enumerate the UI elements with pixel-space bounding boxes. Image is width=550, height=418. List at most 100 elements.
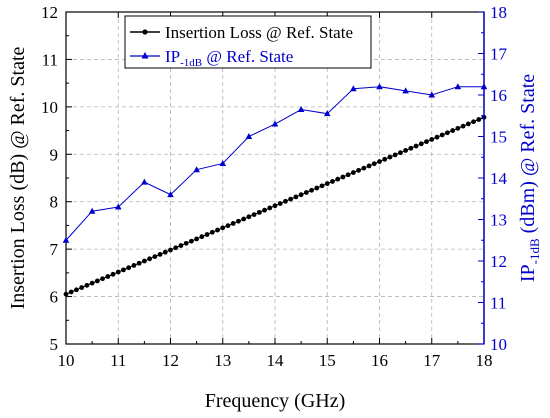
insertion-loss-point xyxy=(194,236,200,242)
insertion-loss-point xyxy=(319,183,325,189)
x-tick-label: 12 xyxy=(162,351,179,370)
ip1db-point xyxy=(297,106,305,113)
insertion-loss-point xyxy=(277,201,283,206)
y-right-tick-label: 13 xyxy=(490,211,507,230)
insertion-loss-point xyxy=(398,150,403,156)
legend-marker-ip1db xyxy=(141,52,149,59)
grid xyxy=(66,12,484,344)
insertion-loss-point xyxy=(382,156,388,162)
insertion-loss-point xyxy=(84,282,90,288)
series-layer xyxy=(62,83,488,297)
insertion-loss-point xyxy=(476,117,482,122)
insertion-loss-point xyxy=(345,172,351,178)
ip1db-point xyxy=(219,159,227,166)
insertion-loss-point xyxy=(215,227,220,233)
insertion-loss-point xyxy=(413,143,419,149)
insertion-loss-point xyxy=(131,263,137,268)
legend-marker-insertion-loss xyxy=(142,29,148,35)
legend-box xyxy=(124,15,372,69)
ip1db-point xyxy=(88,207,96,214)
y-right-tick-label: 10 xyxy=(490,335,507,354)
x-tick-label: 18 xyxy=(476,351,493,370)
y-axis-right-title-prefix: IP xyxy=(517,264,539,282)
ip1db-point xyxy=(271,120,279,127)
insertion-loss-point xyxy=(157,251,163,257)
insertion-loss-point xyxy=(209,229,215,235)
y-left-tick-label: 5 xyxy=(50,335,59,354)
insertion-loss-point xyxy=(350,170,356,175)
x-axis-title: Frequency (GHz) xyxy=(205,390,346,412)
insertion-loss-point xyxy=(256,209,262,215)
insertion-loss-point xyxy=(418,141,424,147)
insertion-loss-point xyxy=(162,249,168,255)
x-tick-label: 13 xyxy=(214,351,231,370)
insertion-loss-point xyxy=(377,159,382,164)
insertion-loss-point xyxy=(141,258,147,264)
insertion-loss-point xyxy=(293,194,299,200)
y-left-tick-label: 7 xyxy=(50,240,59,259)
insertion-loss-point xyxy=(408,145,414,151)
insertion-loss-point xyxy=(147,256,153,262)
axes: 10 11 12 13 14 15 16 17 18 5 6 7 8 9 10 11 12 10 11 12 13 14 1… xyxy=(41,3,508,370)
y-left-tick-label: 10 xyxy=(41,98,58,117)
ip1db-point xyxy=(454,83,462,90)
insertion-loss-point xyxy=(68,289,74,295)
insertion-loss-point xyxy=(79,285,85,290)
y-right-tick-label: 15 xyxy=(490,128,507,147)
insertion-loss-point xyxy=(309,187,314,193)
insertion-loss-point xyxy=(371,161,377,167)
insertion-loss-point xyxy=(89,280,95,286)
y-right-tick-label: 18 xyxy=(490,3,507,22)
legend-label-ip1db-sub: -1dB xyxy=(180,57,202,69)
insertion-loss-point xyxy=(356,167,361,173)
insertion-loss-point xyxy=(303,190,309,195)
insertion-loss-point xyxy=(267,205,273,211)
insertion-loss-point xyxy=(283,198,288,204)
insertion-loss-point xyxy=(471,119,476,125)
insertion-loss-point xyxy=(168,247,173,253)
ip1db-point xyxy=(167,191,174,198)
insertion-loss-point xyxy=(110,271,116,277)
y-left-tick-label: 6 xyxy=(50,288,59,307)
insertion-loss-point xyxy=(429,137,435,142)
x-tick-label: 11 xyxy=(110,351,126,370)
insertion-loss-point xyxy=(324,181,330,187)
insertion-loss-point xyxy=(455,125,461,131)
insertion-loss-point xyxy=(439,132,445,138)
insertion-loss-point xyxy=(434,134,440,140)
legend-label-ip1db-prefix: IP xyxy=(165,47,180,66)
ip1db-point xyxy=(376,83,383,90)
legend-label-ip1db-suffix: @ Ref. State xyxy=(202,47,293,66)
x-tick-label: 16 xyxy=(371,351,388,370)
insertion-loss-point xyxy=(314,185,320,191)
insertion-loss-point xyxy=(204,232,210,237)
x-tick-label: 10 xyxy=(58,351,75,370)
ip1db-point xyxy=(193,166,200,173)
insertion-loss-point xyxy=(100,276,105,282)
y-left-tick-label: 9 xyxy=(50,145,59,164)
insertion-loss-point xyxy=(262,207,267,213)
insertion-loss-point xyxy=(298,192,304,198)
insertion-loss-point xyxy=(330,179,335,184)
insertion-loss-point xyxy=(178,243,184,248)
x-tick-label: 14 xyxy=(267,351,285,370)
insertion-loss-point xyxy=(183,240,189,246)
y-right-tick-label: 12 xyxy=(490,252,507,271)
ip1db-point xyxy=(323,110,331,117)
insertion-loss-point xyxy=(450,128,456,133)
x-tick-label: 17 xyxy=(423,351,441,370)
insertion-loss-point xyxy=(136,260,142,266)
ip1db-point xyxy=(350,85,357,92)
insertion-loss-point xyxy=(225,223,231,229)
y-left-tick-label: 8 xyxy=(50,193,59,212)
insertion-loss-point xyxy=(340,174,346,180)
insertion-loss-point xyxy=(335,176,341,182)
insertion-loss-point xyxy=(236,218,241,224)
y-right-tick-label: 14 xyxy=(490,169,508,188)
insertion-loss-point xyxy=(173,245,179,251)
insertion-loss-point xyxy=(94,278,100,284)
insertion-loss-point xyxy=(246,214,252,220)
legend: Insertion Loss @ Ref. State IP-1dB @ Ref… xyxy=(124,15,372,69)
insertion-loss-point xyxy=(272,203,278,209)
